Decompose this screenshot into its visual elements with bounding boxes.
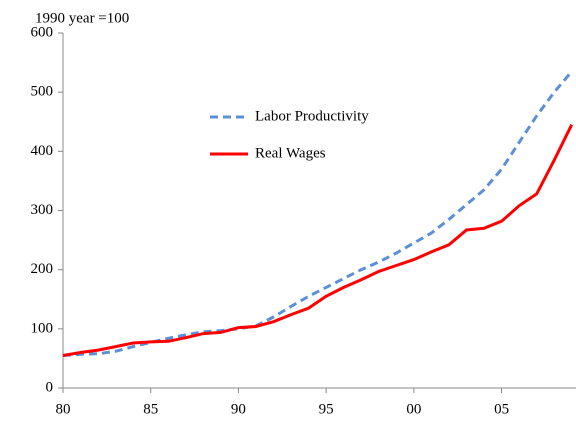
series-line <box>62 70 573 357</box>
x-tick-label: 00 <box>406 401 421 417</box>
x-tick-label: 90 <box>231 401 246 417</box>
y-axis-label: 1990 year =100 <box>35 10 129 26</box>
x-tick-label: 05 <box>494 401 509 417</box>
y-tick-label: 500 <box>31 84 54 100</box>
y-tick-label: 0 <box>46 379 54 395</box>
x-tick-label: 95 <box>319 401 334 417</box>
y-tick-label: 400 <box>31 143 54 159</box>
y-tick-label: 600 <box>31 24 54 40</box>
x-tick-label: 80 <box>56 401 71 417</box>
y-tick-label: 200 <box>31 261 54 277</box>
x-tick-label: 85 <box>143 401 158 417</box>
legend-label: Real Wages <box>255 145 326 161</box>
series-line <box>62 124 574 357</box>
y-tick-label: 100 <box>31 320 54 336</box>
legend-label: Labor Productivity <box>255 108 369 124</box>
y-tick-label: 300 <box>31 202 54 218</box>
